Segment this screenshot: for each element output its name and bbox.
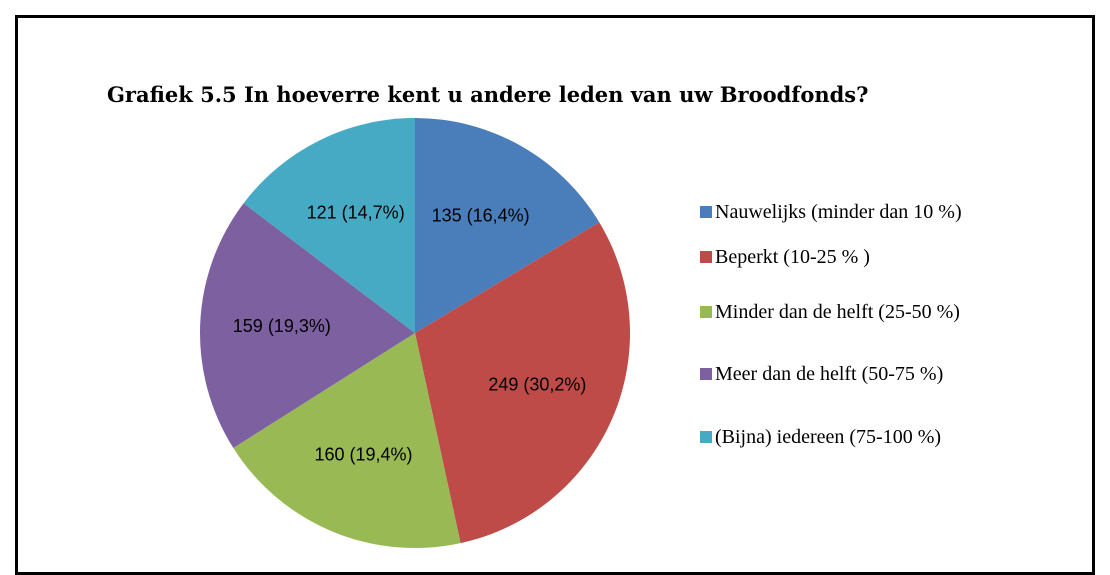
legend-item: Minder dan de helft (25-50 %) <box>700 300 1045 324</box>
legend-swatch <box>700 251 712 263</box>
legend-item: Nauwelijks (minder dan 10 %) <box>700 200 1045 224</box>
pie-slice <box>233 333 461 548</box>
pie-slice <box>415 118 600 333</box>
pie-slice <box>415 222 630 544</box>
data-label: 121 (14,7%) <box>307 202 405 222</box>
data-label: 249 (30,2%) <box>488 375 586 395</box>
legend-swatch <box>700 431 712 443</box>
chart-title: Grafiek 5.5 In hoeverre kent u andere le… <box>107 82 869 107</box>
legend-item: Meer dan de helft (50-75 %) <box>700 362 1045 386</box>
legend-label: Beperkt (10-25 % ) <box>715 246 870 268</box>
legend-label: (Bijna) iedereen (75-100 %) <box>715 426 942 448</box>
pie-slice <box>243 117 415 333</box>
legend-label: Meer dan de helft (50-75 %) <box>715 363 944 385</box>
data-label: 135 (16,4%) <box>432 206 530 226</box>
data-label: 160 (19,4%) <box>314 445 412 465</box>
page: Grafiek 5.5 In hoeverre kent u andere le… <box>15 15 1095 575</box>
legend-item: Beperkt (10-25 % ) <box>700 245 1045 269</box>
data-label: 159 (19,3%) <box>233 316 331 336</box>
chart: 135 (16,4%) 249 (30,2%) 160 (19,4%) 159 (19… <box>200 117 630 548</box>
legend-label: Nauwelijks (minder dan 10 %) <box>715 201 962 223</box>
pie-slice <box>200 203 415 448</box>
legend-label: Minder dan de helft (25-50 %) <box>715 301 960 323</box>
legend-item: (Bijna) iedereen (75-100 %) <box>700 425 1045 449</box>
legend-swatch <box>700 306 712 318</box>
legend-swatch <box>700 368 712 380</box>
legend-swatch <box>700 206 712 218</box>
